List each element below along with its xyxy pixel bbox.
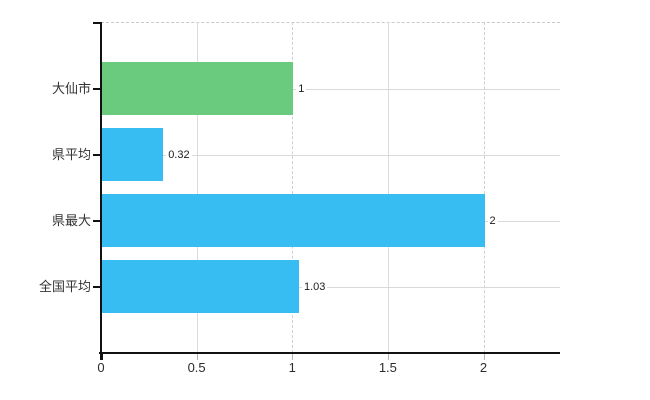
y-axis-tick bbox=[93, 87, 100, 90]
bar-県最大 bbox=[102, 194, 485, 247]
x-axis-tick bbox=[101, 354, 103, 360]
bar-value-label: 1.03 bbox=[301, 279, 328, 294]
x-tick-label: 1 bbox=[288, 360, 296, 375]
gridline-vertical bbox=[292, 22, 294, 353]
x-axis-line bbox=[99, 352, 560, 354]
x-axis-tick bbox=[292, 354, 294, 360]
category-label: 大仙市 bbox=[51, 80, 91, 96]
gridline-vertical bbox=[196, 22, 198, 353]
bar-value-label: 0.32 bbox=[166, 147, 192, 162]
x-tick-label: 1.5 bbox=[378, 360, 397, 375]
x-axis-tick bbox=[483, 354, 485, 360]
bar-大仙市 bbox=[102, 62, 294, 115]
y-axis-tick bbox=[93, 153, 100, 156]
bar-value-label: 1 bbox=[296, 81, 307, 96]
y-axis-line bbox=[100, 22, 102, 360]
x-tick-label: 0.5 bbox=[187, 360, 206, 375]
category-label: 県最大 bbox=[51, 212, 91, 228]
y-axis-tick bbox=[93, 285, 100, 288]
x-axis-tick bbox=[387, 354, 389, 360]
bar-県平均 bbox=[102, 128, 164, 181]
x-tick-label: 2 bbox=[479, 360, 488, 375]
bar-value-label: 2 bbox=[487, 213, 498, 228]
gridline-horizontal bbox=[101, 154, 560, 156]
x-axis-tick bbox=[196, 354, 198, 360]
gridline-horizontal bbox=[101, 88, 560, 90]
category-label: 全国平均 bbox=[38, 278, 91, 294]
category-label: 県平均 bbox=[51, 146, 91, 162]
gridline-vertical bbox=[483, 22, 485, 353]
x-tick-label: 0 bbox=[97, 360, 105, 375]
bar-全国平均 bbox=[102, 260, 299, 313]
plot-top-border bbox=[101, 22, 560, 23]
y-axis-tick bbox=[93, 219, 100, 222]
y-axis-top-tick bbox=[93, 22, 100, 24]
gridline-vertical bbox=[387, 22, 389, 353]
gridline-horizontal bbox=[101, 286, 560, 288]
